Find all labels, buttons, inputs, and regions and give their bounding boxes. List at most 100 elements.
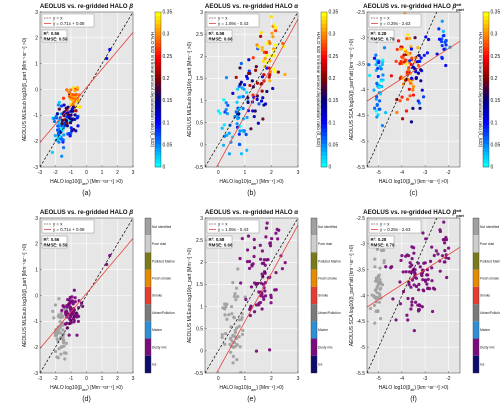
data-points (368, 220, 451, 333)
data-point (405, 97, 410, 101)
data-point (426, 277, 430, 282)
colorbar-tick-label: 0.15 (329, 98, 339, 104)
category-swatch (473, 218, 479, 236)
data-point (255, 97, 259, 101)
colorbar-segment (483, 15, 489, 21)
data-point (425, 273, 429, 277)
data-point (55, 329, 60, 333)
data-point (378, 64, 382, 69)
colorbar-tick-label: 0.25 (163, 54, 173, 60)
plot-frame (39, 217, 134, 374)
data-point (270, 236, 274, 241)
data-point (418, 265, 422, 269)
stat-r2: R²: 0.56 (44, 237, 60, 242)
data-point (239, 152, 244, 156)
x-tick-label: -5 (376, 170, 381, 176)
chart-title: AEOLUS vs. re-gridded HALO β (40, 3, 133, 10)
y-axis-label: AEOLUS SCA log10(β_part^att [km⁻¹sr⁻¹] >… (349, 244, 355, 346)
colorbar-segment (321, 23, 327, 28)
data-point (229, 350, 233, 354)
data-point (71, 86, 75, 90)
data-point (237, 335, 241, 339)
data-point (411, 84, 416, 89)
data-point (404, 270, 408, 274)
data-point (261, 59, 265, 63)
data-point (444, 43, 448, 47)
category-label: Ice (152, 363, 157, 367)
data-point (262, 73, 266, 77)
xlabel-units: ) [Mm⁻¹sr⁻¹] >0) (87, 179, 123, 185)
colorbar-segment (155, 159, 161, 164)
category-swatch (311, 321, 317, 339)
data-point (265, 89, 269, 94)
colorbar-label: HALO 532 nm linear aerosol depolarisatio… (478, 32, 483, 148)
data-point (372, 295, 377, 299)
category-label: Polluted Marine (480, 259, 500, 263)
data-point (408, 36, 412, 41)
x-tick-label: 3 (297, 170, 300, 176)
colorbar-segment (483, 128, 489, 133)
data-point (254, 303, 259, 307)
data-point (220, 332, 224, 337)
chart-title: AEOLUS vs. re-gridded HALO α (205, 3, 299, 10)
data-point (400, 117, 405, 121)
colorbar-segment (483, 43, 489, 48)
data-point (410, 263, 414, 267)
data-point (108, 253, 112, 258)
data-point (375, 81, 379, 86)
panel-caption: (e) (247, 396, 256, 403)
data-point (410, 300, 414, 304)
data-point (224, 331, 228, 336)
chart-title: AEOLUS vs. re-gridded HALO βatt part (363, 2, 464, 12)
data-point (60, 154, 64, 158)
data-point (68, 295, 72, 300)
data-point (56, 103, 60, 107)
panel-b: 0 1 2 3 -0.5 0 0.5 1 1.5 2 2.5 3 y = xy = 1.09x - 0.… (187, 3, 338, 197)
data-point (235, 326, 239, 330)
category-label: Dusty mix (318, 345, 333, 349)
panel-caption: (f) (410, 396, 417, 403)
data-point (55, 112, 60, 116)
data-point (105, 262, 109, 267)
stat-r2: R²: 0.28 (371, 31, 387, 36)
category-label: Fresh smoke (318, 276, 337, 280)
xlabel-units: ) [km⁻¹sr⁻¹] >0) (414, 179, 448, 185)
data-point (226, 103, 230, 107)
category-swatch (473, 304, 479, 322)
data-point (248, 307, 252, 312)
data-point (373, 257, 377, 261)
data-point (62, 103, 66, 107)
data-point (254, 349, 259, 353)
colorbar-tick-label: 0.25 (329, 54, 339, 60)
colorbar-segment (321, 50, 327, 55)
data-point (267, 66, 271, 70)
colorbar-segment (483, 39, 489, 44)
category-label: Pure dust (318, 242, 332, 246)
colorbar-segment (321, 112, 327, 117)
data-point (439, 39, 444, 44)
title-superscript: att (456, 208, 462, 213)
data-point (378, 278, 382, 282)
y-tick-label: -3 (34, 165, 39, 171)
data-point (247, 58, 251, 62)
data-point (241, 95, 245, 99)
data-point (404, 62, 408, 66)
category-label: Not identified (480, 225, 499, 229)
legend-box (368, 219, 422, 234)
x-tick-label: -2 (53, 170, 58, 176)
colorbar-segment (483, 163, 489, 168)
colorbar-segment (321, 151, 327, 156)
data-point (239, 371, 243, 373)
data-point (398, 280, 402, 284)
data-point (379, 67, 383, 71)
category-swatch (473, 338, 479, 356)
x-tick-label: 2 (270, 376, 273, 382)
data-point (268, 241, 273, 245)
data-point (68, 317, 72, 321)
data-point (263, 289, 267, 293)
data-point (425, 51, 429, 55)
data-point (410, 245, 414, 249)
data-point (62, 305, 66, 309)
data-point (374, 97, 378, 101)
data-point (367, 63, 371, 67)
